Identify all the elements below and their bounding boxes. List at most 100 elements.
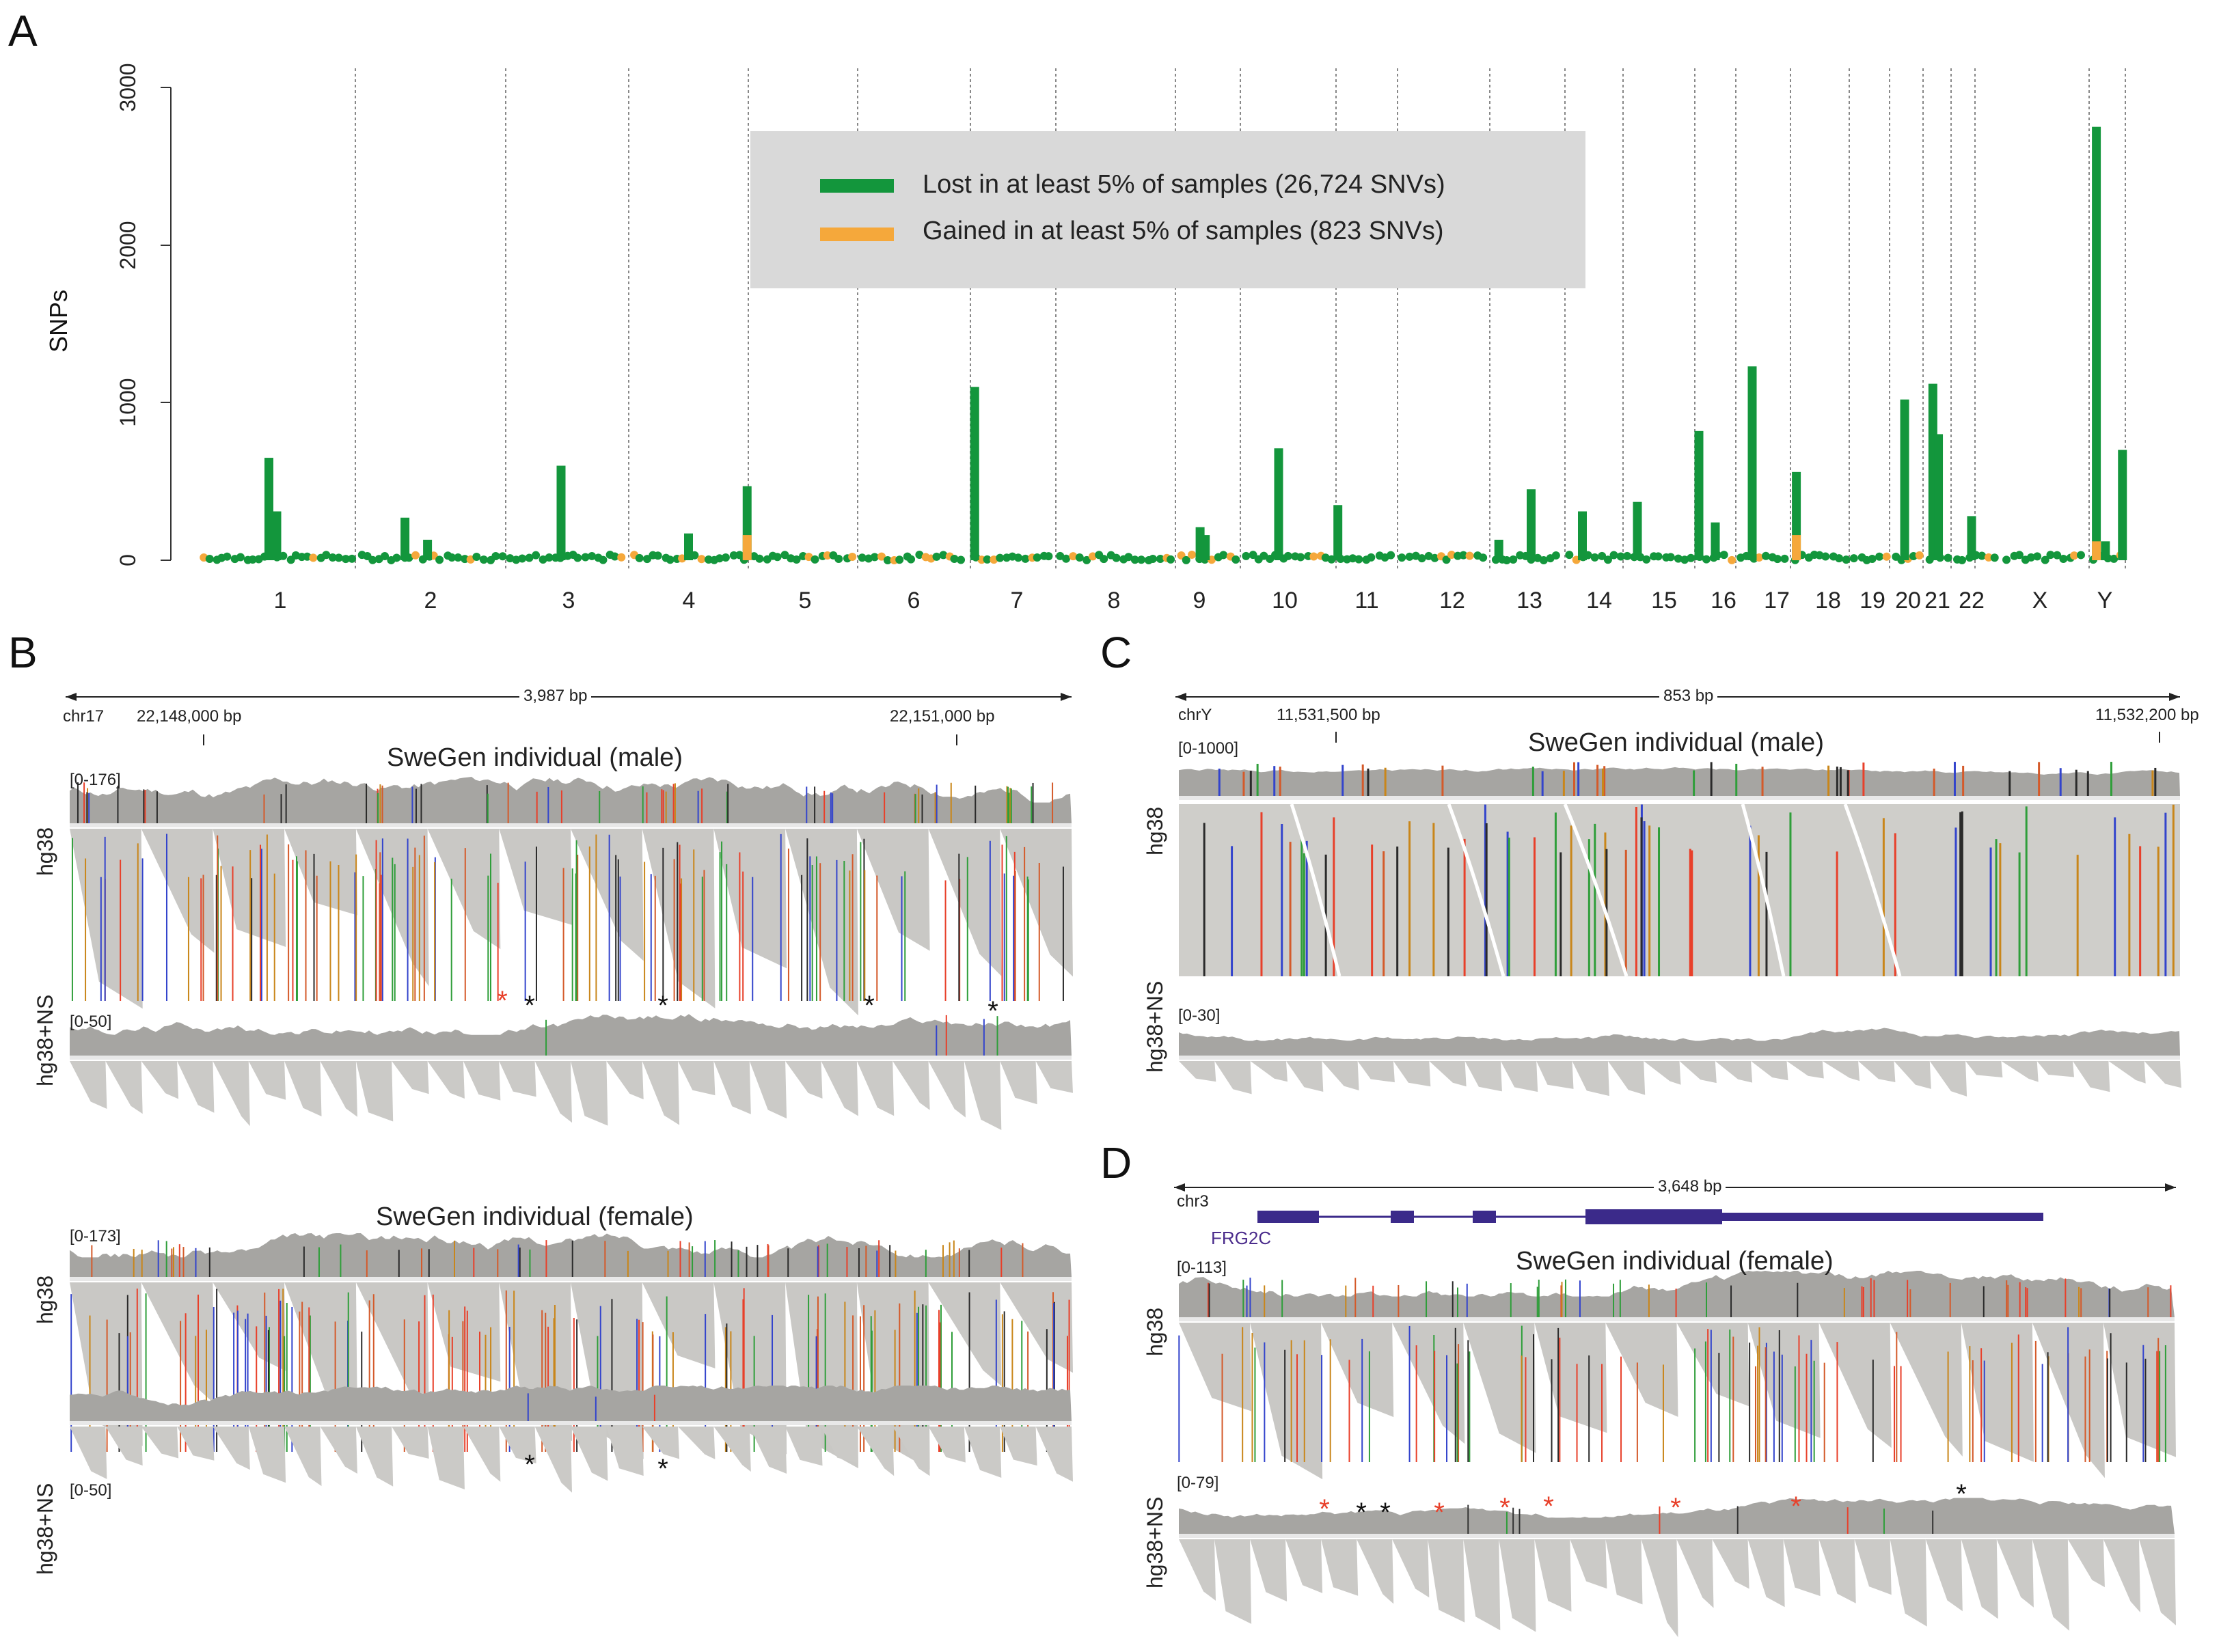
star-marker-red: *: [1499, 1493, 1510, 1523]
baseline-point: [1100, 555, 1108, 564]
baseline-point: [1687, 553, 1695, 562]
baseline-point: [573, 553, 582, 562]
lost-bar: [684, 533, 693, 560]
variant-lines: [545, 1015, 998, 1056]
x-tick-label: 21: [1924, 588, 1950, 614]
baseline-point: [1219, 551, 1228, 560]
baseline-point: [1590, 553, 1599, 562]
baseline-point: [715, 554, 724, 563]
baseline-point: [2002, 555, 2011, 564]
lost-bar: [400, 517, 410, 560]
gained-series: [742, 535, 2101, 560]
track-title-male: SweGen individual (male): [387, 743, 683, 772]
baseline-point: [1821, 552, 1830, 561]
chrom-label: chr17: [63, 707, 105, 726]
baseline-point: [1367, 553, 1376, 562]
baseline-point: [491, 552, 500, 561]
baseline-point: [448, 553, 457, 562]
baseline-point: [322, 551, 331, 560]
read-boundary: [1843, 803, 1902, 977]
baseline-point: [1062, 554, 1071, 563]
lost-bar: [1274, 448, 1283, 560]
baseline-point: [1565, 551, 1574, 560]
baseline-point: [1405, 552, 1414, 561]
baseline-point: [248, 555, 257, 564]
track-label-hg38: hg38: [33, 827, 57, 876]
baseline-point: [1309, 552, 1318, 561]
x-tick-label: 12: [1439, 588, 1465, 614]
read-boundary: [1563, 803, 1629, 977]
star-marker: *: [987, 996, 998, 1026]
range-label: [0-1000]: [1178, 739, 1239, 758]
read-boundaries: [1290, 803, 1902, 977]
chrom-label: chr3: [1177, 1192, 1209, 1211]
track-title-female: SweGen individual (female): [376, 1202, 694, 1231]
star-marker: *: [1356, 1498, 1367, 1528]
read-alignments: [70, 1427, 1073, 1493]
x-tick-label: 6: [908, 588, 921, 614]
read-alignments: [1179, 1539, 2176, 1638]
x-tick-label: 14: [1586, 588, 1612, 614]
star-marker-red: *: [1670, 1493, 1681, 1523]
lost-bar: [970, 387, 979, 560]
track-label-hg38ns: hg38+NS: [33, 1483, 57, 1575]
baseline-point: [1842, 555, 1851, 564]
baseline-point: [2041, 555, 2049, 564]
baseline-point: [435, 555, 444, 564]
star-marker: *: [524, 1450, 535, 1480]
track-label-hg38ns: hg38+NS: [1143, 980, 1167, 1073]
x-tick-label: 19: [1860, 588, 1885, 614]
panel-c-tracks: [1175, 693, 2181, 1097]
baseline-point: [341, 555, 350, 564]
baseline-points: [200, 550, 2125, 564]
x-tick-label: 15: [1651, 588, 1677, 614]
baseline-point: [472, 552, 481, 561]
baseline-point: [1156, 555, 1164, 564]
lost-bar: [556, 465, 566, 560]
lost-bar: [272, 511, 282, 560]
baseline-point: [1502, 555, 1511, 564]
track-label-hg38: hg38: [1143, 806, 1167, 855]
chrom-label: chrY: [1178, 706, 1212, 724]
baseline-point: [810, 555, 819, 564]
legend-swatch-gained: [820, 228, 894, 241]
read-alignments: [1179, 1061, 2181, 1097]
baseline-point: [1459, 551, 1468, 560]
x-tick-label: 11: [1354, 588, 1378, 614]
baseline-point: [1075, 553, 1084, 562]
baseline-point: [983, 555, 992, 564]
baseline-point: [1609, 551, 1618, 560]
baseline-point: [1978, 551, 1987, 560]
read-mismatches: [1203, 804, 2175, 976]
baseline-point: [1666, 553, 1675, 562]
panel-label-b: B: [8, 628, 38, 677]
baseline-point: [635, 553, 644, 562]
baseline-point: [773, 553, 782, 562]
baseline-point: [1112, 553, 1121, 562]
y-axis-label: SNPs: [44, 290, 72, 353]
baseline-point: [1755, 553, 1764, 562]
baseline-point: [1944, 553, 1952, 562]
baseline-point: [1447, 551, 1456, 560]
baseline-point: [834, 555, 843, 564]
baseline-point: [328, 553, 337, 562]
coverage-track: [1179, 1028, 2180, 1056]
gained-bar: [742, 535, 752, 560]
baseline-point: [2015, 551, 2024, 560]
lost-bar: [423, 540, 433, 560]
track-divider: [1179, 1056, 2180, 1060]
track-divider: [1179, 796, 2180, 800]
track-divider: [70, 1056, 1072, 1060]
baseline-point: [1868, 554, 1877, 563]
track-label-hg38ns: hg38+NS: [1143, 1496, 1167, 1588]
y-tick-label: 2000: [115, 221, 140, 269]
baseline-point: [518, 554, 527, 563]
baseline-point: [1033, 553, 1041, 562]
lost-bar: [1694, 430, 1704, 560]
baseline-point: [895, 555, 904, 564]
x-tick-label: X: [2032, 588, 2048, 614]
baseline-point: [1242, 551, 1251, 560]
position-left: 11,531,500 bp: [1277, 706, 1380, 724]
baseline-point: [610, 552, 619, 561]
baseline-point: [588, 551, 597, 560]
